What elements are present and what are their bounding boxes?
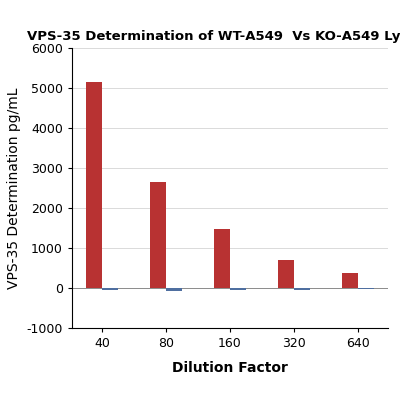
Bar <box>230 288 246 290</box>
Bar <box>294 288 310 290</box>
Bar <box>86 82 102 288</box>
Title: VPS-35 Determination of WT-A549  Vs KO-A549 Lysate: VPS-35 Determination of WT-A549 Vs KO-A5… <box>27 30 400 43</box>
Bar <box>214 229 230 288</box>
Y-axis label: VPS-35 Determination pg/mL: VPS-35 Determination pg/mL <box>7 87 21 289</box>
Bar <box>166 288 182 290</box>
Bar <box>278 260 294 288</box>
Bar <box>358 288 374 289</box>
Bar <box>102 288 118 290</box>
Bar <box>342 273 358 288</box>
Bar <box>150 182 166 288</box>
X-axis label: Dilution Factor: Dilution Factor <box>172 361 288 375</box>
